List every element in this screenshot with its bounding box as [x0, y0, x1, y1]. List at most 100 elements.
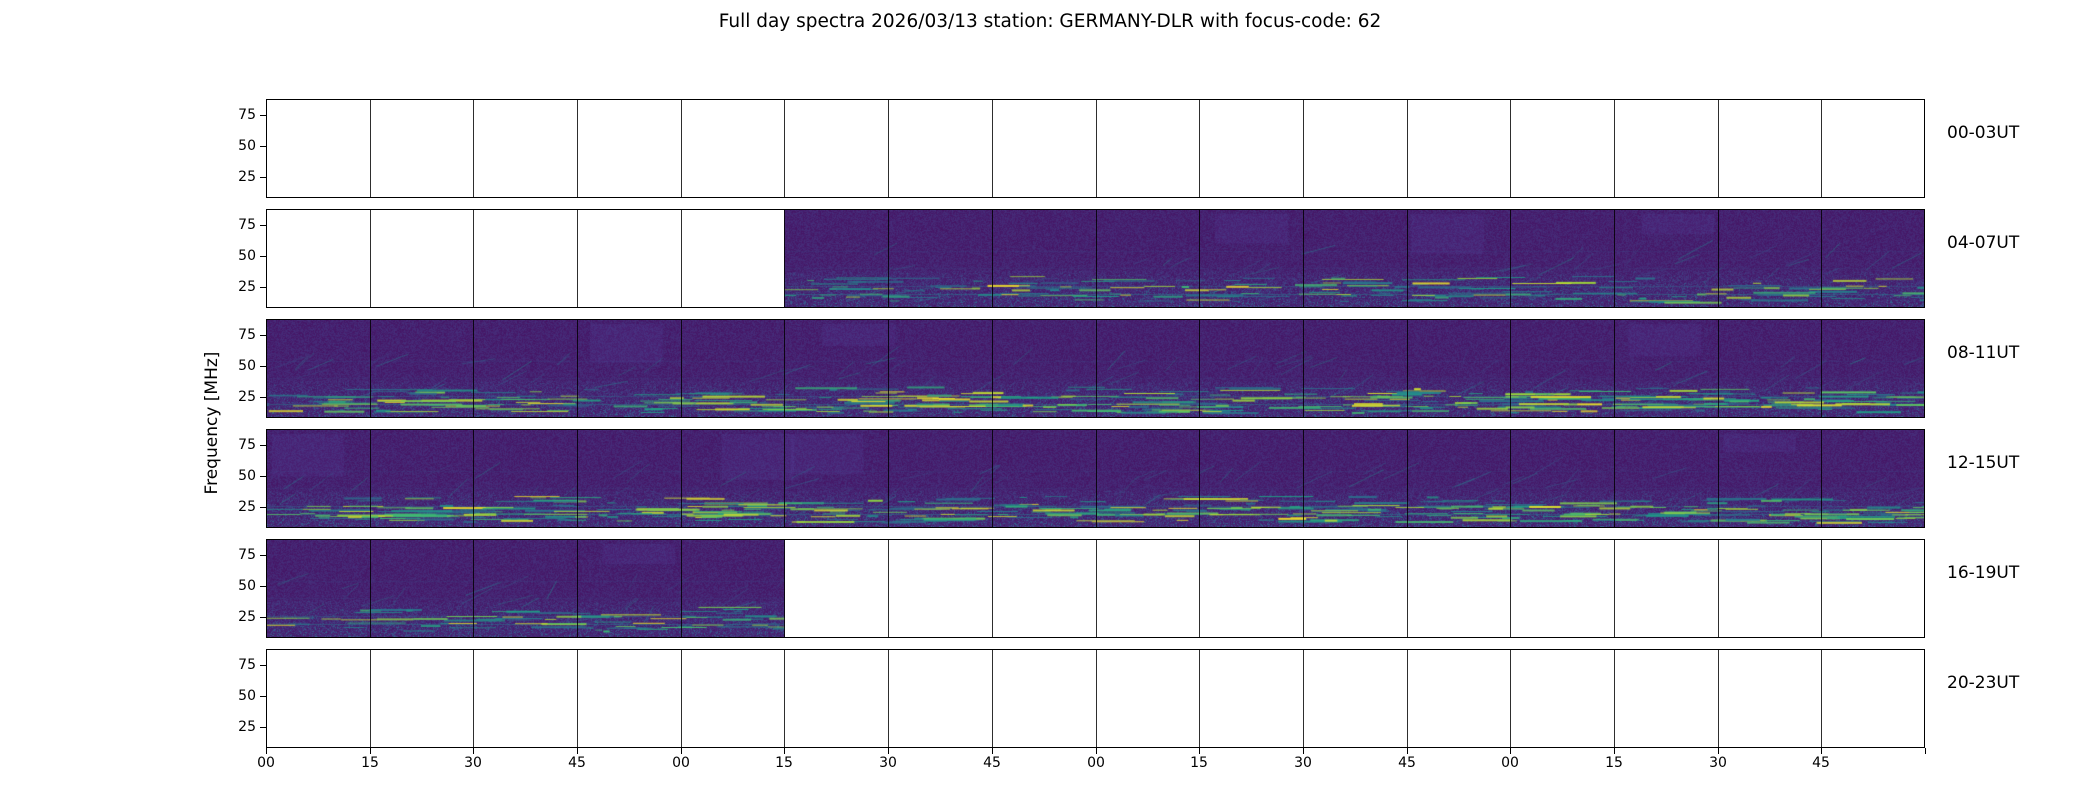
segment-divider [1510, 100, 1511, 197]
x-tick-label: 45 [568, 755, 586, 771]
x-tick-label: 45 [1398, 755, 1416, 771]
segment-divider [1614, 430, 1615, 527]
segment-divider [370, 320, 371, 417]
row-time-label: 16-19UT [1947, 563, 2020, 583]
segment-divider [370, 100, 371, 197]
x-tick-mark [1821, 748, 1822, 754]
y-tick-mark [260, 115, 266, 116]
y-tick-label: 50 [238, 468, 256, 484]
segment-divider [888, 540, 889, 637]
y-tick-label: 25 [238, 719, 256, 735]
segment-divider [888, 210, 889, 307]
segment-divider [992, 430, 993, 527]
segment-divider [473, 210, 474, 307]
y-tick-mark [260, 335, 266, 336]
segment-divider [1821, 540, 1822, 637]
y-tick-mark [260, 476, 266, 477]
segment-divider [577, 650, 578, 747]
x-tick-mark [784, 748, 785, 754]
segment-divider [1821, 650, 1822, 747]
y-axis-title: Frequency [MHz] [202, 351, 222, 495]
segment-divider [473, 540, 474, 637]
x-tick-mark [577, 748, 578, 754]
segment-divider [888, 650, 889, 747]
segment-divider [577, 540, 578, 637]
y-tick-mark [260, 555, 266, 556]
x-tick-mark [1718, 748, 1719, 754]
y-tick-label: 25 [238, 389, 256, 405]
spectra-panel-16-19ut [266, 539, 1925, 638]
segment-divider [992, 210, 993, 307]
row-time-label: 12-15UT [1947, 453, 2020, 473]
segment-divider [1614, 540, 1615, 637]
segment-divider [1303, 650, 1304, 747]
segment-divider [888, 100, 889, 197]
segment-divider [1407, 430, 1408, 527]
y-tick-label: 50 [238, 358, 256, 374]
segment-divider [370, 430, 371, 527]
y-tick-mark [260, 397, 266, 398]
x-tick-label: 15 [361, 755, 379, 771]
segment-divider [784, 320, 785, 417]
x-tick-label: 30 [879, 755, 897, 771]
y-tick-mark [260, 225, 266, 226]
segment-divider [992, 320, 993, 417]
segment-divider [681, 650, 682, 747]
y-tick-mark [260, 177, 266, 178]
y-tick-mark [260, 445, 266, 446]
y-tick-label: 50 [238, 578, 256, 594]
y-tick-label: 75 [238, 547, 256, 563]
y-tick-mark [260, 586, 266, 587]
spectra-panel-08-11ut [266, 319, 1925, 418]
y-tick-label: 25 [238, 169, 256, 185]
segment-divider [1096, 430, 1097, 527]
segment-divider [1718, 650, 1719, 747]
segment-divider [1510, 430, 1511, 527]
segment-divider [1614, 210, 1615, 307]
x-tick-mark [1925, 748, 1926, 754]
segment-divider [1303, 430, 1304, 527]
segment-divider [473, 430, 474, 527]
segment-divider [1821, 430, 1822, 527]
spectra-panel-00-03ut [266, 99, 1925, 198]
row-time-label: 08-11UT [1947, 343, 2020, 363]
row-time-label: 20-23UT [1947, 673, 2020, 693]
spectrogram-canvas [267, 430, 1924, 527]
segment-divider [992, 100, 993, 197]
segment-divider [1821, 320, 1822, 417]
y-tick-label: 75 [238, 217, 256, 233]
segment-divider [1199, 210, 1200, 307]
x-tick-mark [266, 748, 267, 754]
segment-divider [1199, 100, 1200, 197]
segment-divider [1407, 320, 1408, 417]
segment-divider [473, 100, 474, 197]
segment-divider [1614, 320, 1615, 417]
segment-divider [1718, 540, 1719, 637]
segment-divider [1303, 210, 1304, 307]
y-tick-mark [260, 366, 266, 367]
segment-divider [1199, 650, 1200, 747]
x-tick-label: 00 [257, 755, 275, 771]
x-tick-label: 15 [1605, 755, 1623, 771]
segment-divider [992, 650, 993, 747]
row-time-label: 00-03UT [1947, 123, 2020, 143]
spectrogram-canvas [784, 210, 1924, 307]
spectrogram-canvas [267, 320, 1924, 417]
segment-divider [1510, 650, 1511, 747]
segment-divider [784, 540, 785, 637]
segment-divider [1199, 320, 1200, 417]
y-tick-mark [260, 617, 266, 618]
y-tick-label: 25 [238, 499, 256, 515]
segment-divider [1199, 540, 1200, 637]
x-tick-mark [1096, 748, 1097, 754]
y-tick-mark [260, 146, 266, 147]
segment-divider [888, 320, 889, 417]
y-tick-mark [260, 507, 266, 508]
y-tick-mark [260, 256, 266, 257]
row-time-label: 04-07UT [1947, 233, 2020, 253]
segment-divider [1821, 100, 1822, 197]
x-tick-mark [1407, 748, 1408, 754]
x-tick-label: 45 [1812, 755, 1830, 771]
segment-divider [1614, 100, 1615, 197]
